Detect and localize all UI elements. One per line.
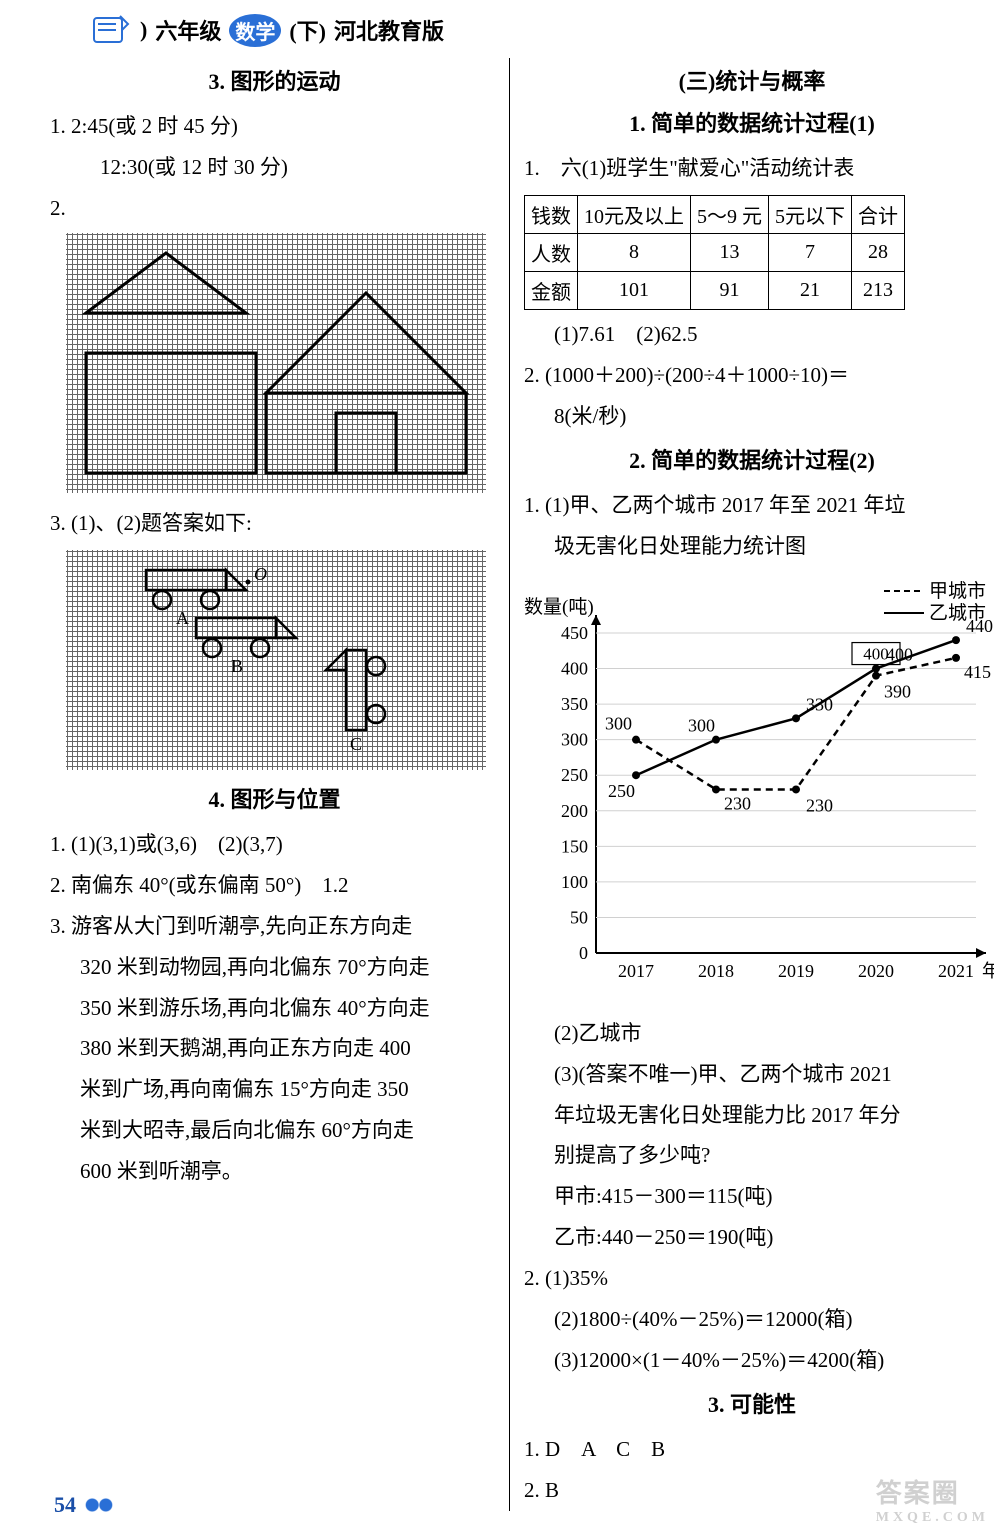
- header-subject-badge: 数学: [229, 14, 281, 47]
- svg-text:2017: 2017: [618, 961, 654, 981]
- r-sec3-title: 3. 可能性: [524, 1387, 980, 1419]
- r1-q1-ans: (1)7.61 (2)62.5: [524, 314, 980, 355]
- r2-q1c: (2)乙城市: [524, 1013, 980, 1054]
- r2-q1e: 年垃圾无害化日处理能力比 2017 年分: [524, 1095, 980, 1136]
- s4-q3b: 320 米到动物园,再向北偏东 70°方向走: [50, 947, 499, 988]
- svg-text:150: 150: [561, 836, 588, 856]
- table-row: 金额 101 91 21 213: [525, 271, 905, 309]
- th-1: 10元及以上: [578, 195, 691, 233]
- right-column: (三)统计与概率 1. 简单的数据统计过程(1) 1. 六(1)班学生"献爱心"…: [510, 58, 980, 1511]
- r2-q2c: (3)12000×(1－40%－25%)＝4200(箱): [524, 1340, 980, 1381]
- svg-text:100: 100: [561, 872, 588, 892]
- q1-line-a: 1. 2:45(或 2 时 45 分): [50, 106, 499, 147]
- r3-q1: 1. D A C B: [524, 1429, 980, 1470]
- s4-q3f: 米到大昭寺,最后向北偏东 60°方向走: [50, 1110, 499, 1151]
- svg-text:50: 50: [570, 907, 588, 927]
- s4-q3d: 380 米到天鹅湖,再向正东方向走 400: [50, 1028, 499, 1069]
- r1-q2a: 2. (1000＋200)÷(200÷4＋1000÷10)＝: [524, 355, 980, 396]
- svg-text:2018: 2018: [698, 961, 734, 981]
- watermark: 答案圈 MXQE.COM: [876, 1473, 989, 1526]
- svg-text:400: 400: [561, 658, 588, 678]
- th-4: 合计: [852, 195, 905, 233]
- svg-text:230: 230: [724, 793, 751, 813]
- page-ornament-icon: [82, 1496, 116, 1514]
- r2-q1a: 1. (1)甲、乙两个城市 2017 年至 2021 年垃: [524, 485, 980, 526]
- table-row: 人数 8 13 7 28: [525, 233, 905, 271]
- table-header-row: 钱数 10元及以上 5～9 元 5元以下 合计: [525, 195, 905, 233]
- s4-q1: 1. (1)(3,1)或(3,6) (2)(3,7): [50, 824, 499, 865]
- notebook-icon: [90, 12, 132, 48]
- svg-text:C: C: [350, 734, 362, 754]
- r2-q2a: 2. (1)35%: [524, 1258, 980, 1299]
- header-grade: 六年级: [155, 14, 221, 46]
- section-3-title: 3. 图形的运动: [50, 64, 499, 96]
- th-3: 5元以下: [769, 195, 852, 233]
- q3-label: 3. (1)、(2)题答案如下:: [50, 503, 499, 544]
- r2-q2b: (2)1800÷(40%－25%)＝12000(箱): [524, 1299, 980, 1340]
- unit-title: (三)统计与概率: [524, 64, 980, 96]
- left-column: 3. 图形的运动 1. 2:45(或 2 时 45 分) 12:30(或 12 …: [50, 58, 510, 1511]
- header-bracket: ): [140, 17, 147, 43]
- r2-q1f: 别提高了多少吨?: [524, 1135, 980, 1176]
- svg-text:O: O: [254, 564, 267, 584]
- r-sec2-title: 2. 简单的数据统计过程(2): [524, 443, 980, 475]
- q2-label: 2.: [50, 188, 499, 229]
- section-4-title: 4. 图形与位置: [50, 782, 499, 814]
- svg-text:200: 200: [561, 800, 588, 820]
- svg-text:350: 350: [561, 694, 588, 714]
- svg-text:B: B: [231, 656, 243, 676]
- vehicle-grid-figure: A O B C: [66, 550, 486, 770]
- svg-text:300: 300: [561, 729, 588, 749]
- svg-text:2020: 2020: [858, 961, 894, 981]
- r2-q1d: (3)(答案不唯一)甲、乙两个城市 2021: [524, 1054, 980, 1095]
- r-sec1-title: 1. 简单的数据统计过程(1): [524, 106, 980, 138]
- watermark-main: 答案圈: [876, 1479, 960, 1508]
- svg-text:A: A: [176, 608, 189, 628]
- svg-text:440: 440: [966, 616, 993, 636]
- s4-q3e: 米到广场,再向南偏东 15°方向走 350: [50, 1069, 499, 1110]
- svg-text:415: 415: [964, 662, 991, 682]
- svg-text:2019: 2019: [778, 961, 814, 981]
- house-grid-figure: [66, 233, 486, 493]
- r2-q1g: 甲市:415－300＝115(吨): [524, 1176, 980, 1217]
- svg-text:250: 250: [561, 765, 588, 785]
- page-number-value: 54: [54, 1492, 76, 1518]
- s4-q3g: 600 米到听潮亭。: [50, 1151, 499, 1192]
- svg-text:300: 300: [605, 713, 632, 733]
- svg-text:0: 0: [579, 943, 588, 963]
- svg-text:450: 450: [561, 623, 588, 643]
- city-waste-chart: 数量(吨)甲城市乙城市05010015020025030035040045020…: [524, 573, 980, 1013]
- r2-q1b: 圾无害化日处理能力统计图: [524, 526, 980, 567]
- header-edition: 河北教育版: [334, 14, 444, 46]
- svg-text:250: 250: [608, 781, 635, 801]
- r1-q2b: 8(米/秒): [524, 396, 980, 437]
- s4-q3c: 350 米到游乐场,再向北偏东 40°方向走: [50, 988, 499, 1029]
- watermark-sub: MXQE.COM: [876, 1510, 989, 1526]
- donation-table: 钱数 10元及以上 5～9 元 5元以下 合计 人数 8 13 7 28 金额 …: [524, 195, 905, 310]
- header-volume: (下): [289, 14, 326, 46]
- svg-text:230: 230: [806, 795, 833, 815]
- svg-text:330: 330: [806, 694, 833, 714]
- svg-text:年份: 年份: [982, 961, 994, 981]
- s4-q2: 2. 南偏东 40°(或东偏南 50°) 1.2: [50, 865, 499, 906]
- svg-text:数量(吨): 数量(吨): [524, 596, 594, 618]
- r2-q1h: 乙市:440－250＝190(吨): [524, 1217, 980, 1258]
- s4-q3a: 3. 游客从大门到听潮亭,先向正东方向走: [50, 906, 499, 947]
- page-header: ) 六年级 数学 (下) 河北教育版: [0, 0, 999, 58]
- svg-text:2021: 2021: [938, 961, 974, 981]
- svg-text:300: 300: [688, 715, 715, 735]
- r1-q1-caption: 1. 六(1)班学生"献爱心"活动统计表: [524, 148, 980, 189]
- svg-text:400: 400: [863, 644, 889, 663]
- page-number: 54: [54, 1492, 116, 1518]
- svg-text:390: 390: [884, 681, 911, 701]
- svg-text:甲城市: 甲城市: [929, 580, 986, 602]
- th-0: 钱数: [525, 195, 578, 233]
- th-2: 5～9 元: [691, 195, 769, 233]
- q1-line-b: 12:30(或 12 时 30 分): [50, 147, 499, 188]
